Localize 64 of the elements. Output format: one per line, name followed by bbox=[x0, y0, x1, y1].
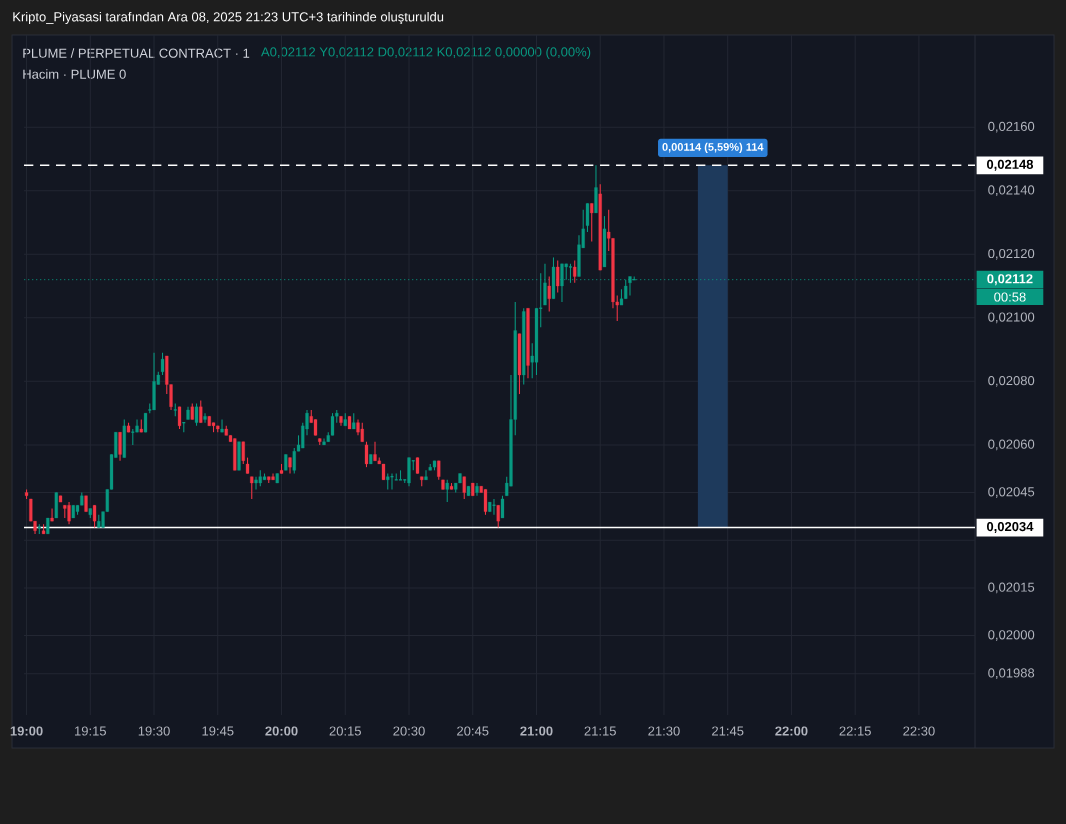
candlestick bbox=[360, 422, 364, 443]
y-tick-label: 0,02060 bbox=[988, 439, 1035, 451]
candlestick bbox=[424, 469, 428, 481]
candlestick bbox=[254, 476, 258, 490]
y-tick-label: 0,02160 bbox=[988, 121, 1035, 133]
candlestick bbox=[445, 479, 449, 503]
y-tick-label: 0,02015 bbox=[988, 582, 1035, 594]
candlestick bbox=[177, 406, 182, 430]
x-tick-label: 22:30 bbox=[903, 726, 935, 736]
x-tick-label: 19:15 bbox=[75, 726, 107, 736]
y-tick-label: 0,02080 bbox=[988, 375, 1035, 387]
ref-line-label: 0,02112 bbox=[987, 274, 1033, 286]
candlestick bbox=[585, 202, 590, 233]
candlestick bbox=[67, 501, 71, 525]
y-tick-label: 0,02120 bbox=[988, 248, 1035, 260]
text: A0,02112 Y0,02112 D0,02112 K0,02112 0,00000 (0,00%) bbox=[261, 46, 591, 60]
candlestick bbox=[483, 488, 488, 516]
candlestick bbox=[590, 202, 594, 243]
band-label: 0,00114 (5,59%) 114 bbox=[662, 142, 764, 153]
candlestick bbox=[398, 469, 403, 481]
candlestick bbox=[250, 476, 254, 500]
ref-line-label: 0,02148 bbox=[986, 159, 1034, 171]
x-tick-label: 20:00 bbox=[265, 726, 298, 736]
candlestick bbox=[203, 412, 207, 424]
x-tick-label: 20:15 bbox=[329, 726, 361, 736]
x-tick-label: 20:45 bbox=[457, 726, 489, 736]
candlestick bbox=[199, 399, 203, 424]
x-tick-label: 21:15 bbox=[584, 726, 616, 736]
candlestick bbox=[500, 495, 505, 519]
y-tick-label: 0,02100 bbox=[988, 312, 1035, 324]
ref-line-label: 0,02034 bbox=[986, 521, 1034, 534]
x-tick-label: 19:45 bbox=[202, 726, 234, 736]
y-tick-label: 0,01988 bbox=[988, 668, 1035, 680]
candlestick bbox=[220, 418, 224, 433]
candlestick bbox=[573, 260, 577, 284]
annotation: Hacim · PLUME 0 bbox=[23, 69, 126, 79]
candlestick bbox=[364, 441, 369, 468]
candlestick bbox=[194, 403, 199, 427]
x-tick-label: 22:15 bbox=[839, 726, 871, 736]
text: 00:58 bbox=[994, 292, 1026, 302]
x-tick-label: 21:45 bbox=[712, 726, 744, 736]
x-tick-label: 20:30 bbox=[393, 726, 425, 736]
candlestick bbox=[118, 431, 122, 462]
text: PLUME / PERPETUAL CONTRACT · 1 bbox=[23, 48, 250, 58]
candlestick bbox=[547, 275, 551, 312]
x-tick-label: 21:00 bbox=[520, 726, 553, 736]
y-tick-label: 0,02045 bbox=[988, 487, 1035, 498]
candlestick bbox=[373, 441, 377, 462]
candlestick bbox=[160, 352, 165, 376]
x-tick-label: 21:30 bbox=[648, 726, 680, 736]
y-tick-label: 0,02000 bbox=[988, 630, 1035, 641]
x-tick-label: 22:00 bbox=[775, 726, 808, 736]
candlestick bbox=[50, 507, 54, 522]
candlestick bbox=[628, 275, 632, 297]
candlestick bbox=[556, 260, 560, 293]
candlestick bbox=[437, 460, 441, 481]
x-tick-label: 19:30 bbox=[138, 726, 170, 736]
candlestick bbox=[241, 441, 245, 465]
candlestick bbox=[92, 504, 97, 529]
candlestick bbox=[462, 476, 466, 500]
x-tick-label: 19:00 bbox=[10, 726, 43, 736]
y-tick-label: 0,02140 bbox=[988, 185, 1035, 197]
text: Kripto_Piyasasi tarafından Ara 08, 2025 21:23 UTC+3 tarihinde oluşturuldu bbox=[13, 11, 444, 25]
candlestick bbox=[496, 504, 500, 529]
